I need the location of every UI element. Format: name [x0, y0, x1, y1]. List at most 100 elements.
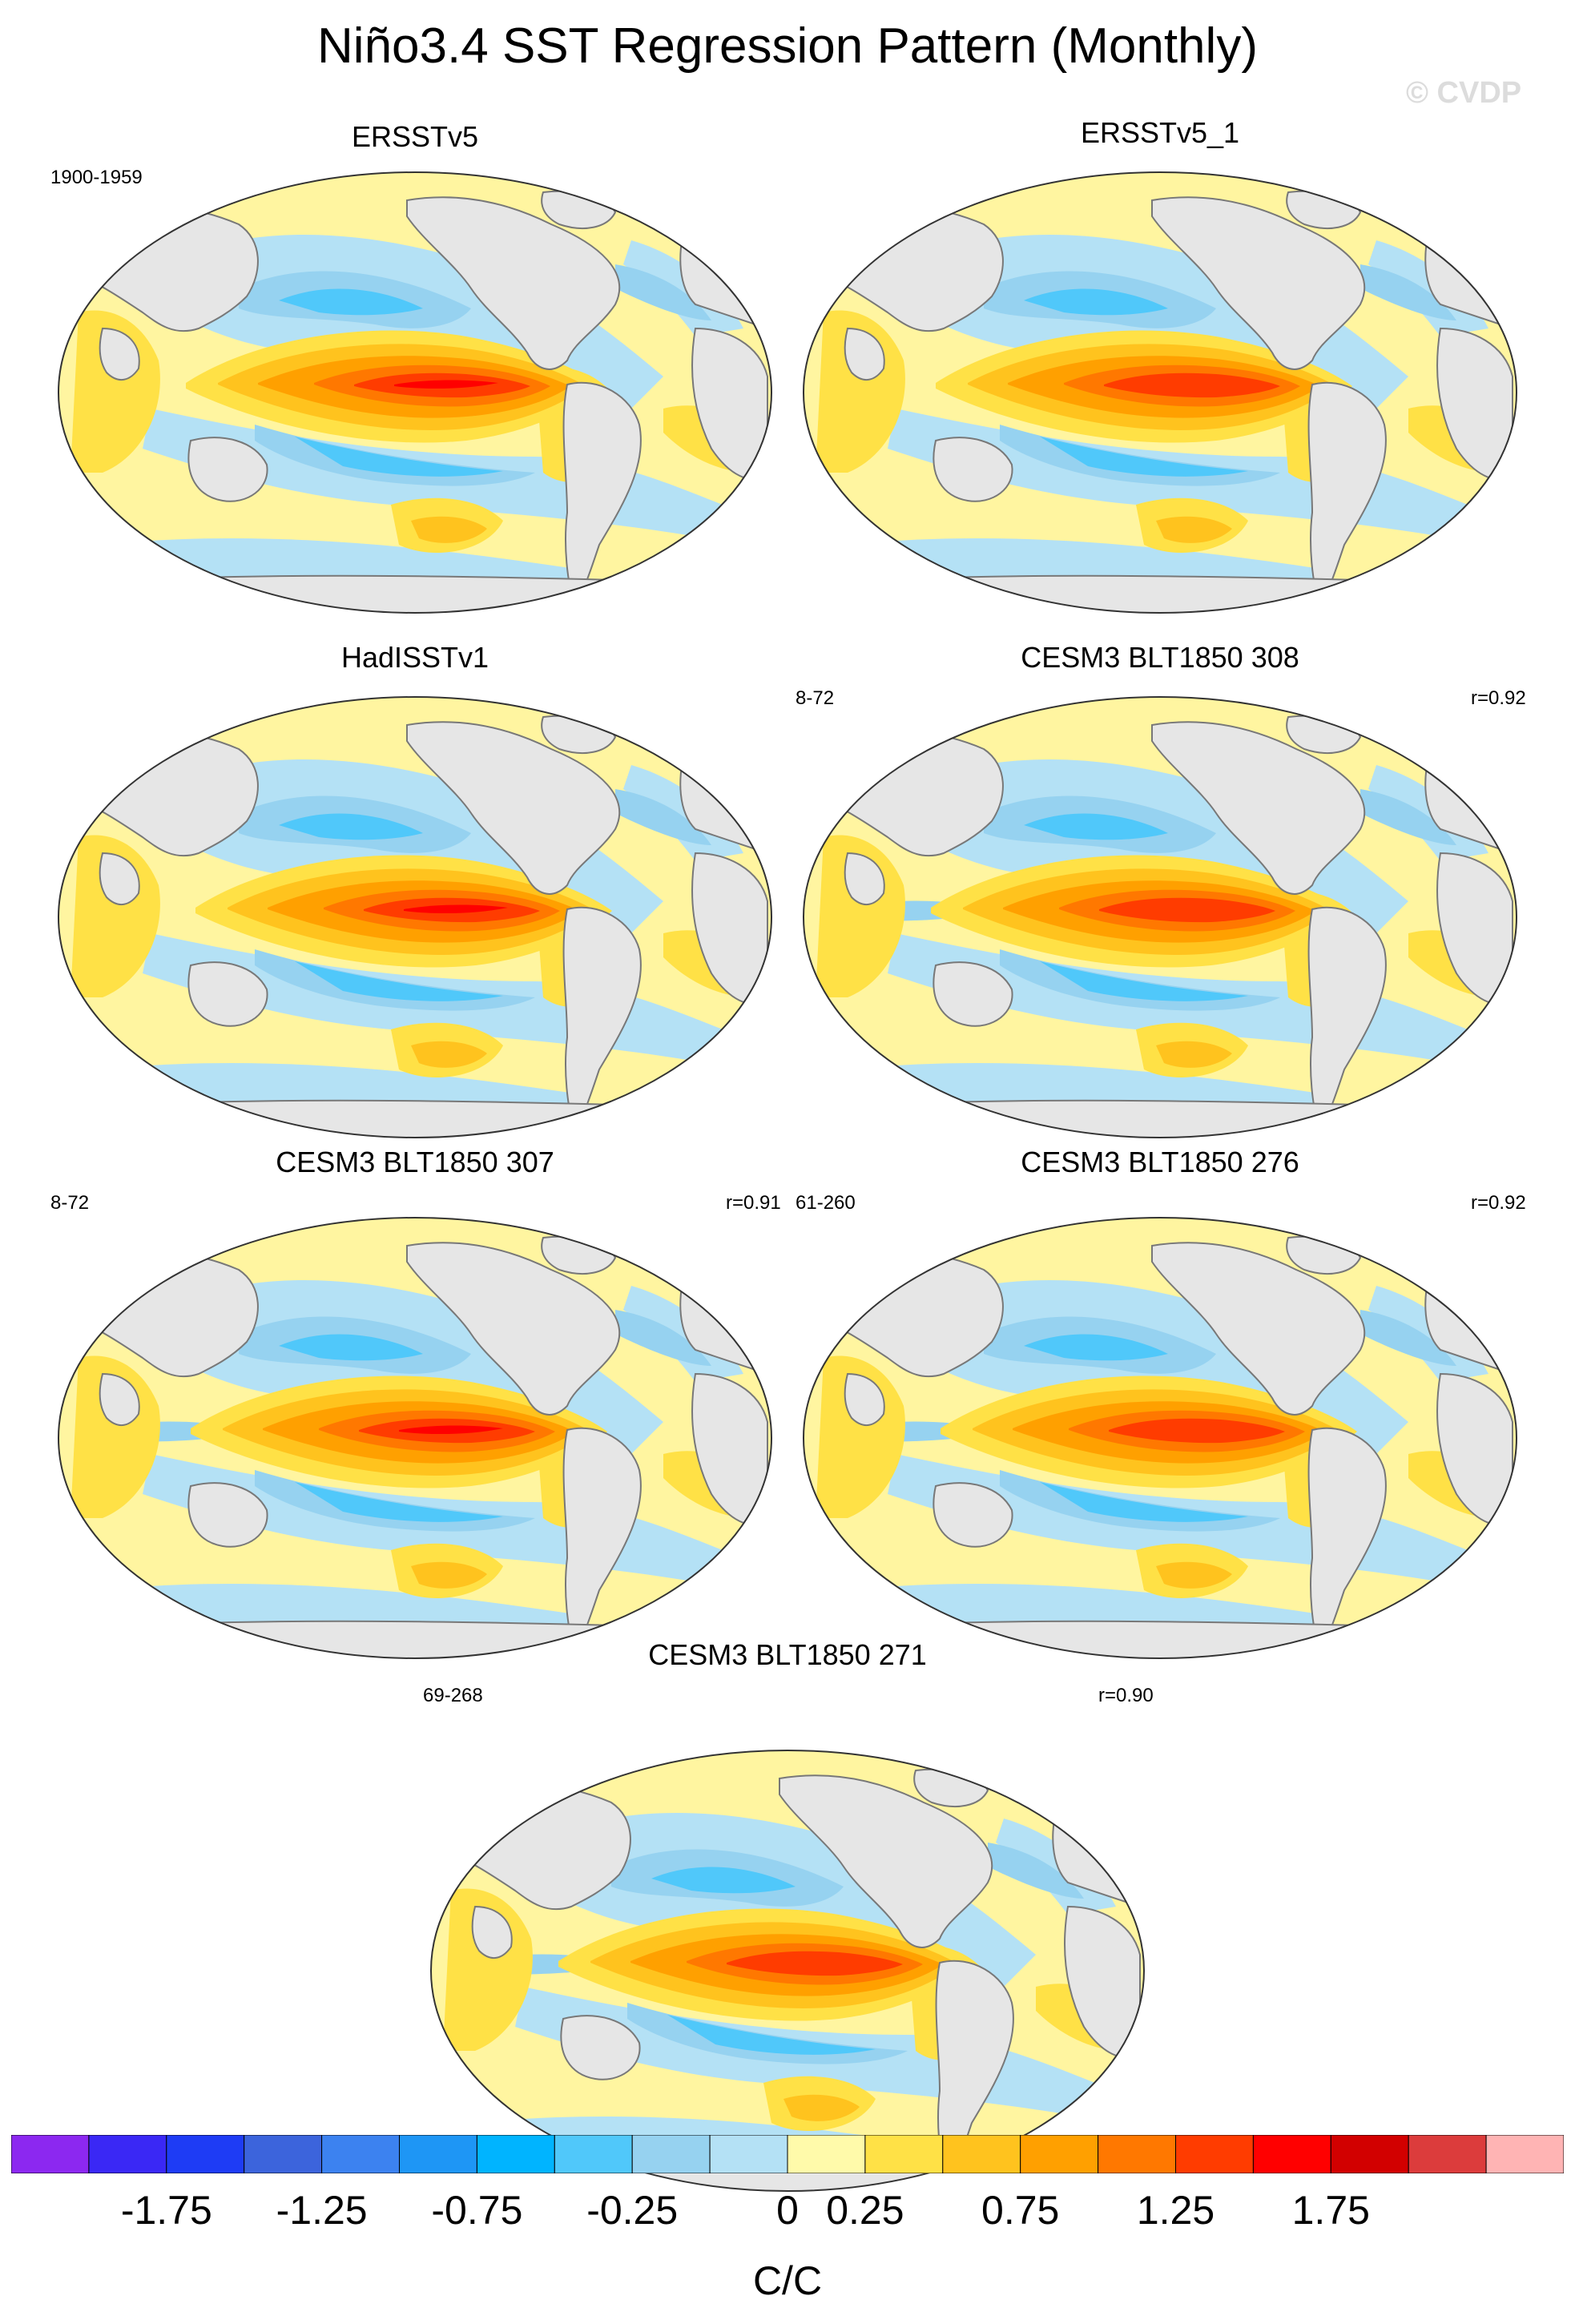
colorbar-swatch — [399, 2135, 477, 2173]
continent-0 — [1151, 1242, 1366, 1416]
continent-6 — [99, 1372, 140, 1426]
panel-title: CESM3 BLT1850 307 — [276, 1146, 554, 1178]
colorbar-swatch — [1330, 2135, 1409, 2173]
colorbar-tick-label: 1.25 — [1136, 2188, 1215, 2233]
colorbar-swatch — [631, 2135, 711, 2173]
colorbar-tick-label: 0.25 — [826, 2188, 904, 2233]
regression-map — [803, 696, 1517, 1138]
warm-tongue-contour-4 — [1104, 373, 1280, 398]
colorbar-swatch — [1252, 2135, 1331, 2173]
regression-map — [58, 171, 772, 614]
colorbar-swatch — [166, 2135, 245, 2173]
continent-5 — [933, 1482, 1013, 1548]
continent-0 — [1151, 721, 1366, 895]
colorbar-tick-label: 0.75 — [981, 2188, 1060, 2233]
regression-map — [803, 1217, 1517, 1659]
continent-0 — [779, 1774, 993, 1948]
continent-1 — [1307, 906, 1387, 1132]
panel-period-label: 8-72 — [796, 687, 835, 709]
map-border — [803, 696, 1517, 1138]
colorbar-tick-label: -0.75 — [431, 2188, 523, 2233]
panel-title: ERSSTv5 — [351, 120, 479, 153]
colorbar-swatch — [321, 2135, 401, 2173]
continent-4 — [1436, 1372, 1513, 1526]
continent-4 — [691, 852, 768, 1005]
panel-period-label: 69-268 — [423, 1685, 483, 1706]
colorbar-swatch — [1408, 2135, 1487, 2173]
colorbar-swatch — [244, 2135, 323, 2173]
panel-title: CESM3 BLT1850 271 — [648, 1638, 927, 1671]
continent-1 — [1307, 381, 1387, 607]
regression-map — [430, 1750, 1145, 2192]
continent-4 — [691, 327, 768, 481]
map-border — [430, 1750, 1145, 2192]
warm-tongue-contour-4 — [727, 1951, 903, 1976]
continent-1 — [562, 906, 642, 1132]
continent-6 — [99, 852, 140, 905]
panel-period-label: 8-72 — [50, 1192, 90, 1214]
regression-map — [58, 1217, 772, 1659]
colorbar-swatch — [88, 2135, 167, 2173]
colorbar-swatch — [942, 2135, 1021, 2173]
continent-5 — [187, 437, 268, 502]
colorbar-swatch — [11, 2135, 90, 2173]
colorbar-swatch — [1020, 2135, 1099, 2173]
continent-4 — [1436, 327, 1513, 481]
map-border — [803, 171, 1517, 614]
continent-6 — [844, 1372, 885, 1426]
panel-correlation-label: r=0.90 — [1098, 1685, 1154, 1706]
colorbar-swatch — [864, 2135, 944, 2173]
continent-5 — [933, 961, 1013, 1027]
continent-7 — [58, 574, 771, 613]
continent-6 — [844, 852, 885, 905]
warm-tongue-contour-4 — [1099, 897, 1275, 923]
panel-title: CESM3 BLT1850 276 — [1021, 1146, 1299, 1178]
map-border — [58, 171, 772, 614]
panel-correlation-label: r=0.92 — [1471, 687, 1526, 709]
colorbar-swatch — [554, 2135, 633, 2173]
colorbar-tick-label: 0 — [776, 2188, 799, 2233]
continent-4 — [1436, 852, 1513, 1005]
continent-5 — [187, 1482, 268, 1548]
figure-title: Niño3.4 SST Regression Pattern (Monthly) — [317, 18, 1258, 74]
colorbar-swatch — [1485, 2135, 1564, 2173]
warm-tongue-contour-4 — [1109, 1418, 1285, 1444]
panel-correlation-label: r=0.92 — [1471, 1192, 1526, 1214]
continent-0 — [1151, 196, 1366, 370]
continent-0 — [406, 721, 621, 895]
colorbar-swatch — [787, 2135, 866, 2173]
panel-title: HadISSTv1 — [340, 641, 489, 674]
continent-5 — [187, 961, 268, 1027]
colorbar-tick-label: 1.75 — [1291, 2188, 1370, 2233]
panel-title: ERSSTv5_1 — [1080, 116, 1240, 149]
colorbar-units: C/C — [752, 2258, 823, 2303]
panel-correlation-label: r=0.91 — [726, 1192, 781, 1214]
continent-6 — [99, 327, 140, 381]
colorbar-swatch — [1175, 2135, 1254, 2173]
colorbar-swatch — [709, 2135, 788, 2173]
continent-7 — [804, 574, 1517, 613]
colorbar-tick-label: -0.25 — [586, 2188, 679, 2233]
continent-0 — [406, 1242, 621, 1416]
continent-4 — [691, 1372, 768, 1526]
map-border — [58, 1217, 772, 1659]
colorbar-swatch — [476, 2135, 555, 2173]
panel-period-label: 1900-1959 — [50, 167, 143, 188]
colorbar-tick-label: -1.75 — [120, 2188, 212, 2233]
continent-0 — [406, 196, 621, 370]
colorbar-swatch — [1098, 2135, 1176, 2173]
continent-1 — [562, 1427, 642, 1653]
regression-map — [58, 696, 772, 1138]
regression-map — [803, 171, 1517, 614]
continent-5 — [933, 437, 1013, 502]
colorbar-tick-label: -1.25 — [276, 2188, 368, 2233]
map-border — [803, 1217, 1517, 1659]
continent-5 — [560, 2015, 641, 2080]
map-border — [58, 696, 772, 1138]
continent-7 — [58, 1099, 771, 1138]
cvdp-watermark: © CVDP — [1406, 76, 1522, 110]
continent-6 — [471, 1905, 513, 1959]
panel-title: CESM3 BLT1850 308 — [1021, 641, 1299, 674]
continent-4 — [1064, 1905, 1141, 2059]
continent-6 — [844, 327, 885, 381]
